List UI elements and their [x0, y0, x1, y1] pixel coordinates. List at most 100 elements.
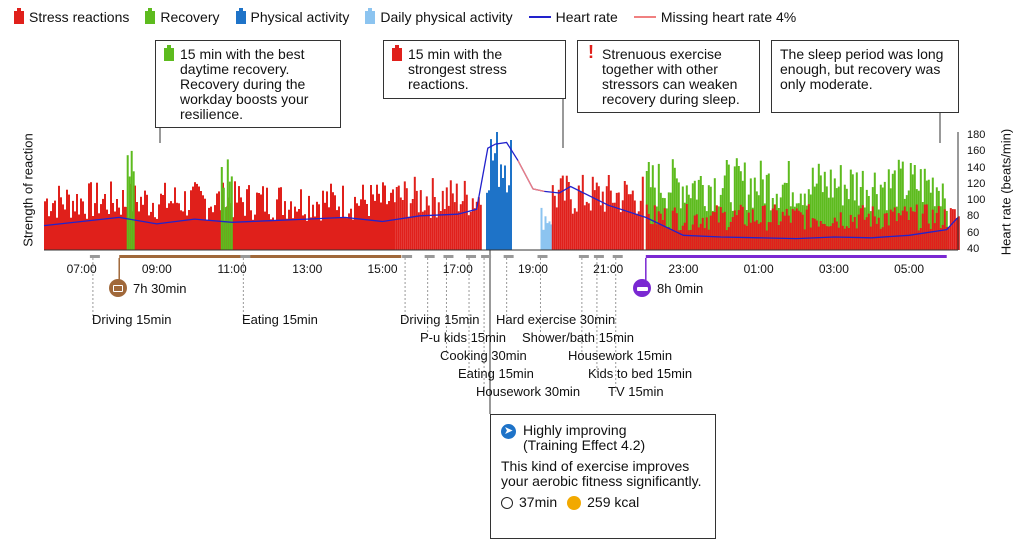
stress-bar [705, 217, 708, 250]
recovery-bar [679, 208, 682, 250]
stress-bar [615, 192, 618, 250]
stress-bar [362, 184, 364, 250]
stress-bar [801, 214, 804, 250]
stress-bar [284, 201, 286, 250]
stress-bar [841, 225, 844, 250]
stress-bar [847, 228, 850, 250]
stress-bar [56, 217, 58, 250]
stress-bar [328, 207, 330, 250]
x-tick-label: 05:00 [894, 262, 925, 276]
recovery-bar [671, 159, 674, 250]
stress-bar [204, 198, 206, 250]
stress-bar [114, 211, 116, 250]
recovery-bar [843, 184, 846, 250]
stress-bar [70, 217, 72, 250]
stress-bar [324, 202, 326, 250]
callout-text: The sleep period was long enough, but re… [780, 46, 944, 92]
stress-bar [364, 199, 366, 250]
stress-bar [773, 204, 776, 250]
stress-bar [819, 221, 822, 250]
stress-bar [280, 187, 282, 250]
stress-bar [372, 194, 374, 250]
callout-text: 15 min with the strongest stress reactio… [408, 46, 507, 92]
stress-bar [174, 187, 176, 250]
stress-bar [625, 184, 628, 250]
stress-bar [208, 207, 210, 250]
recovery-bar [132, 171, 135, 250]
stress-bar [264, 211, 266, 250]
exercise-summary: ➤ Highly improving (Training Effect 4.2)… [490, 414, 716, 539]
stress-bar [413, 176, 416, 250]
recovery-bar [819, 175, 822, 250]
stress-bar [254, 214, 256, 250]
stress-marker-icon [14, 7, 24, 24]
bed-icon [633, 279, 651, 297]
stress-bar [903, 206, 906, 250]
stress-bar [653, 205, 656, 250]
stress-bar [673, 207, 676, 250]
recovery-bar [230, 176, 233, 250]
stress-bar [374, 200, 376, 250]
stress-bar [685, 204, 688, 250]
legend-daily-physical-label: Daily physical activity [380, 9, 513, 25]
stress-bar [749, 222, 752, 250]
recovery-bar [759, 160, 762, 250]
stress-bar [244, 215, 246, 250]
stress-bar [288, 209, 290, 250]
recovery-bar [707, 185, 710, 250]
stress-bar [699, 223, 702, 250]
stress-bar [915, 204, 918, 250]
physical-bar [486, 192, 488, 250]
stress-bar [463, 180, 466, 250]
stress-bar [352, 219, 354, 250]
stress-bar [100, 204, 102, 250]
stress-bar [843, 228, 846, 250]
stress-bar [603, 211, 606, 250]
stress-bar [763, 205, 766, 250]
stress-bar [917, 230, 920, 250]
recovery-bar [833, 178, 836, 250]
stress-bar [599, 205, 602, 250]
stress-bar [376, 184, 378, 250]
x-tick-label: 15:00 [367, 262, 398, 276]
recovery-bar [815, 183, 818, 250]
stress-bar [78, 214, 80, 250]
legend: Stress reactions Recovery Physical activ… [14, 7, 796, 25]
recovery-bar [817, 163, 820, 250]
stress-bar [419, 190, 422, 250]
stress-bar [92, 216, 94, 250]
stress-bar [286, 218, 288, 250]
stress-bar [166, 207, 168, 250]
stress-bar [835, 221, 838, 250]
recovery-bar [725, 160, 728, 250]
recovery-marker-icon [145, 7, 156, 24]
recovery-bar [855, 172, 858, 250]
stress-bar [695, 214, 698, 250]
stress-bar [409, 203, 412, 250]
exclamation-icon: ! [588, 42, 594, 62]
callout-text: 15 min with the best daytime recovery. R… [180, 46, 309, 122]
recovery-bar [909, 163, 912, 250]
recovery-bar [226, 159, 229, 250]
stress-bar [593, 190, 596, 250]
stress-bar [122, 190, 124, 250]
recovery-bar [897, 159, 900, 250]
x-tick-label: 13:00 [292, 262, 323, 276]
stress-bar [865, 217, 868, 250]
x-tick-label: 21:00 [593, 262, 624, 276]
stress-bar [449, 180, 452, 250]
stress-bar [629, 194, 632, 250]
stress-bar [555, 207, 558, 250]
activity-label: Shower/bath 15min [522, 330, 635, 345]
recovery-bar [649, 187, 652, 250]
stress-bar [729, 221, 732, 250]
stress-bar [715, 205, 718, 250]
stress-bar [236, 202, 238, 250]
recovery-bar [839, 165, 842, 250]
stress-bar [889, 209, 892, 250]
stress-bar [118, 207, 120, 250]
stress-bar [158, 204, 160, 250]
activity-marker [89, 255, 100, 258]
stress-bar [863, 219, 866, 250]
stress-bar [82, 201, 84, 250]
